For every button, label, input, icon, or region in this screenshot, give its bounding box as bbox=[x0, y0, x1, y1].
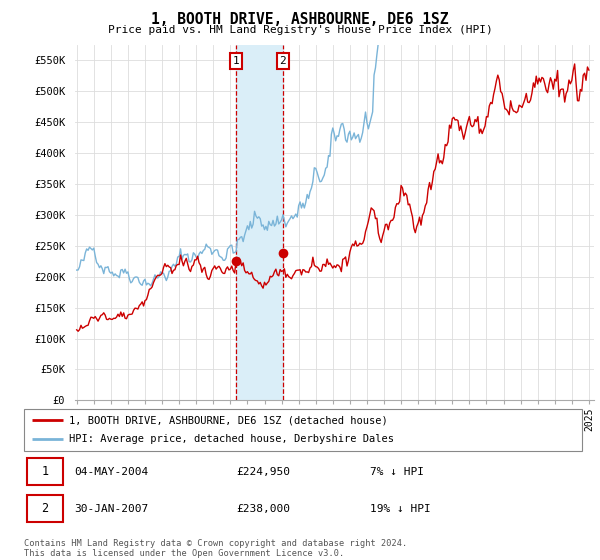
Bar bbox=[27, 458, 63, 486]
Text: 30-JAN-2007: 30-JAN-2007 bbox=[74, 504, 148, 514]
Text: 2: 2 bbox=[280, 56, 286, 66]
Text: Price paid vs. HM Land Registry's House Price Index (HPI): Price paid vs. HM Land Registry's House … bbox=[107, 25, 493, 35]
Text: 7% ↓ HPI: 7% ↓ HPI bbox=[370, 466, 424, 477]
Text: 19% ↓ HPI: 19% ↓ HPI bbox=[370, 504, 431, 514]
Text: £238,000: £238,000 bbox=[236, 504, 290, 514]
Bar bbox=[27, 495, 63, 522]
Text: 1: 1 bbox=[41, 465, 49, 478]
Text: HPI: Average price, detached house, Derbyshire Dales: HPI: Average price, detached house, Derb… bbox=[68, 435, 394, 445]
Text: 1: 1 bbox=[233, 56, 240, 66]
Text: Contains HM Land Registry data © Crown copyright and database right 2024.: Contains HM Land Registry data © Crown c… bbox=[24, 539, 407, 548]
Text: 1, BOOTH DRIVE, ASHBOURNE, DE6 1SZ: 1, BOOTH DRIVE, ASHBOURNE, DE6 1SZ bbox=[151, 12, 449, 27]
Bar bbox=[236, 45, 283, 400]
Text: 2: 2 bbox=[41, 502, 49, 515]
Text: 1, BOOTH DRIVE, ASHBOURNE, DE6 1SZ (detached house): 1, BOOTH DRIVE, ASHBOURNE, DE6 1SZ (deta… bbox=[68, 415, 388, 425]
Text: This data is licensed under the Open Government Licence v3.0.: This data is licensed under the Open Gov… bbox=[24, 549, 344, 558]
Text: £224,950: £224,950 bbox=[236, 466, 290, 477]
Text: 04-MAY-2004: 04-MAY-2004 bbox=[74, 466, 148, 477]
